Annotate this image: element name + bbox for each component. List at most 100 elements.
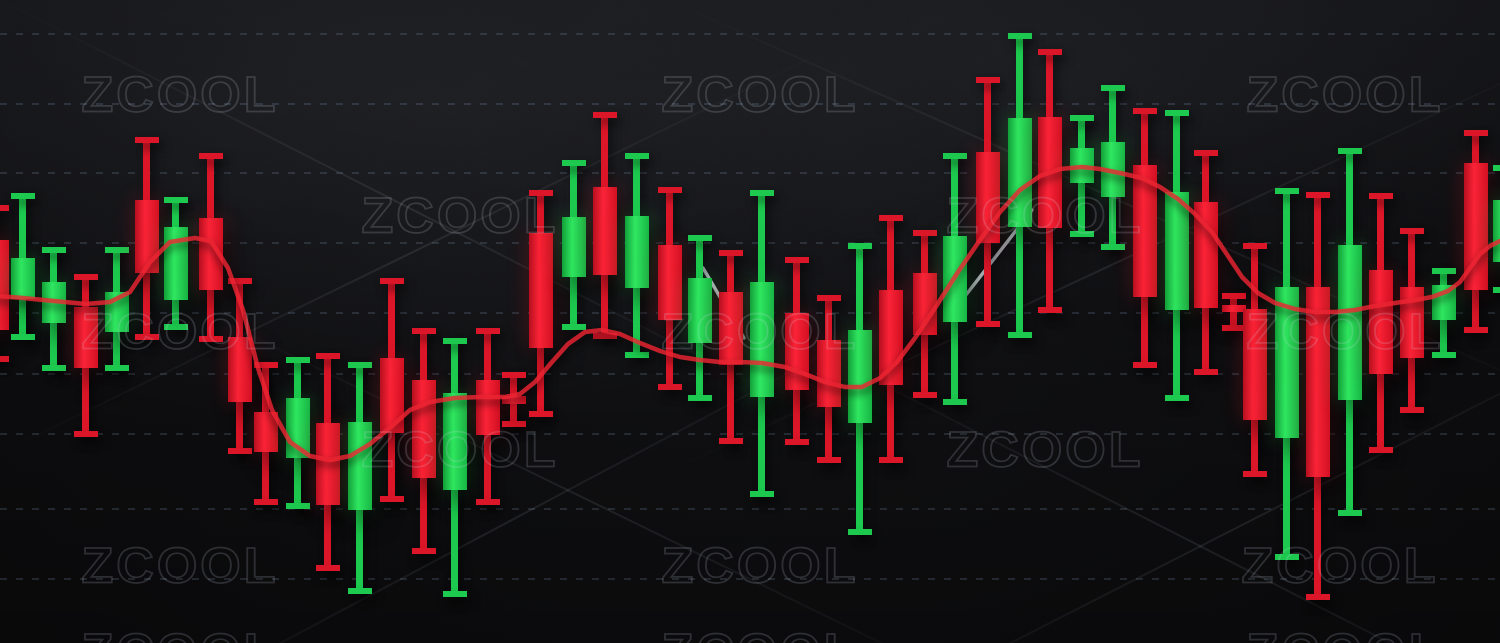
candle-body	[1338, 245, 1362, 400]
wick-high-cap	[1400, 228, 1424, 234]
wick-high-cap	[688, 235, 712, 241]
wick-high-cap	[380, 278, 404, 284]
wick-low-cap	[529, 411, 553, 417]
candlestick-up	[443, 338, 467, 597]
candlestick-up	[105, 247, 129, 371]
wick-high-cap	[719, 250, 743, 256]
wick-high-cap	[164, 197, 188, 203]
candle-body	[562, 217, 586, 277]
gridline	[0, 103, 1500, 105]
candlestick-down	[502, 372, 526, 427]
wick-low-cap	[785, 439, 809, 445]
candlestick-up	[1101, 85, 1125, 250]
candle-body	[74, 307, 98, 368]
candle-body	[316, 423, 340, 505]
wick-high-cap	[286, 357, 310, 363]
candle-body	[502, 396, 526, 404]
wick-high-cap	[1338, 148, 1362, 154]
wick-low-cap	[412, 548, 436, 554]
candle-body	[1070, 148, 1094, 183]
candle-body	[625, 216, 649, 288]
candle-body	[0, 240, 9, 330]
wick-high-cap	[593, 112, 617, 118]
candle-body	[164, 227, 188, 300]
candle-body	[817, 340, 841, 407]
wick-low-cap	[1369, 447, 1393, 453]
candlestick-up	[164, 197, 188, 330]
candlestick-down	[1038, 49, 1062, 313]
wick-high-cap	[1133, 108, 1157, 114]
wick-high-cap	[1165, 110, 1189, 116]
candle-body	[848, 330, 872, 423]
wick-high-cap	[42, 247, 66, 253]
wick-low-cap	[1243, 471, 1267, 477]
wick-high-cap	[74, 274, 98, 280]
candlestick-up	[42, 247, 66, 371]
candlestick-down	[380, 278, 404, 502]
candle-body	[476, 380, 500, 435]
candlestick-down	[412, 328, 436, 554]
candlestick-up	[750, 190, 774, 497]
candle-body	[199, 218, 223, 290]
candle-body	[412, 380, 436, 478]
wick-high-cap	[1101, 85, 1125, 91]
wick-low-cap	[976, 321, 1000, 327]
wick-low-cap	[943, 399, 967, 405]
candlestick-up	[286, 357, 310, 509]
candle-body	[286, 398, 310, 458]
wick-low-cap	[135, 334, 159, 340]
wick-low-cap	[1464, 327, 1488, 333]
candle-body	[976, 152, 1000, 243]
wick-low-cap	[286, 503, 310, 509]
candlestick-down	[1133, 108, 1157, 368]
wick-high-cap	[1369, 193, 1393, 199]
candle-body	[1008, 118, 1032, 227]
wick-high-cap	[1464, 130, 1488, 136]
candle-body	[42, 282, 66, 323]
wick-low-cap	[105, 365, 129, 371]
wick-high-cap	[135, 137, 159, 143]
candle-body	[1464, 163, 1488, 290]
wick-low-cap	[42, 365, 66, 371]
candlestick-down	[817, 295, 841, 463]
candle-body	[135, 200, 159, 273]
candlestick-down	[199, 153, 223, 342]
candle-body	[105, 292, 129, 332]
gridline	[0, 33, 1500, 35]
wick-low-cap	[719, 438, 743, 444]
candle-body	[1369, 270, 1393, 374]
wick-high-cap	[412, 328, 436, 334]
candlestick-up	[1008, 33, 1032, 338]
wick-low-cap	[1275, 554, 1299, 560]
candle-body	[593, 187, 617, 275]
wick-high-cap	[658, 187, 682, 193]
candle-body	[254, 412, 278, 452]
candlestick-up	[1432, 268, 1456, 358]
candlestick-down	[1194, 150, 1218, 375]
wick-low-cap	[1008, 332, 1032, 338]
candle-body	[1400, 287, 1424, 358]
candlestick-down	[976, 77, 1000, 327]
wick-low-cap	[1432, 352, 1456, 358]
wick-high-cap	[879, 215, 903, 221]
candle-body	[913, 273, 937, 335]
wick-high-cap	[1194, 150, 1218, 156]
wick-high-cap	[1432, 268, 1456, 274]
watermark-zcool: ZCOOL	[946, 421, 1144, 478]
wick-high-cap	[625, 153, 649, 159]
candle-body	[529, 233, 553, 348]
gridline	[0, 578, 1500, 580]
candlestick-down	[719, 250, 743, 444]
wick-high-cap	[529, 190, 553, 196]
wick-high-cap	[254, 362, 278, 368]
wick-low-cap	[380, 496, 404, 502]
candlestick-down	[913, 230, 937, 398]
wick-low-cap	[348, 588, 372, 594]
wick-low-cap	[74, 431, 98, 437]
candlestick-up	[11, 193, 35, 340]
watermark-zcool: ZCOOL	[1246, 623, 1444, 643]
wick-low-cap	[316, 565, 340, 571]
candlestick-down	[0, 205, 9, 362]
candlestick-down	[1243, 243, 1267, 477]
candlestick-down	[74, 274, 98, 437]
